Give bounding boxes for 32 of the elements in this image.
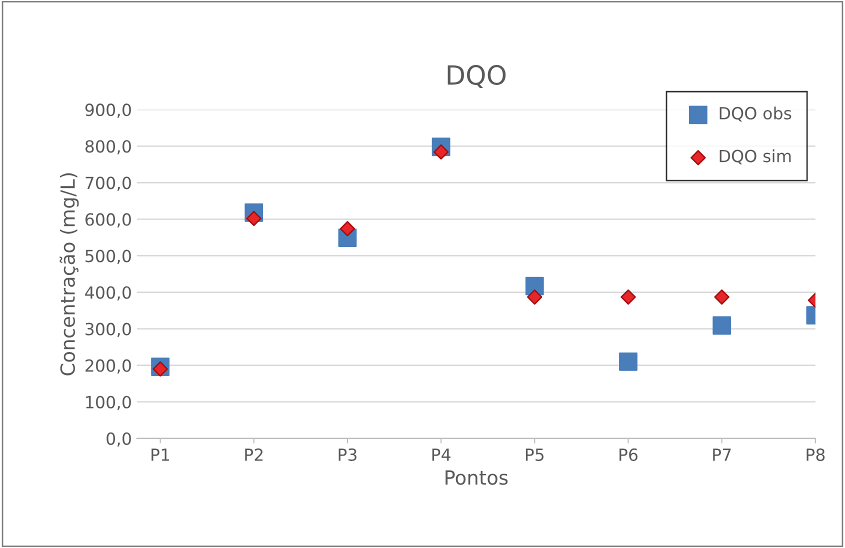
y-tick-label: 200,0 bbox=[86, 359, 131, 374]
y-tick-label: 900,0 bbox=[85, 104, 131, 118]
point bbox=[714, 289, 730, 305]
x-tick-label: P5 bbox=[526, 448, 544, 462]
point bbox=[619, 352, 638, 371]
y-tick-label: 800,0 bbox=[85, 140, 131, 154]
x-axis-title: Pontos bbox=[446, 470, 508, 485]
point bbox=[433, 144, 449, 160]
y-tick-label: 300,0 bbox=[86, 322, 131, 338]
legend-label: DQO sim bbox=[720, 149, 791, 164]
point bbox=[527, 289, 542, 305]
x-tick-label: P2 bbox=[245, 448, 263, 461]
point bbox=[712, 316, 732, 335]
y-axis-title: Concentração (mg/L) bbox=[60, 173, 79, 376]
point bbox=[620, 289, 636, 305]
point bbox=[246, 210, 262, 226]
chart-title: DQO bbox=[448, 65, 506, 88]
y-tick-label: 0,0 bbox=[106, 432, 131, 447]
x-tick-label: P8 bbox=[806, 448, 825, 462]
point bbox=[340, 221, 356, 236]
y-tick-label: 100,0 bbox=[86, 396, 131, 410]
y-tick-label: 700,0 bbox=[86, 176, 131, 191]
y-tick-label: 400,0 bbox=[85, 286, 131, 301]
point bbox=[152, 361, 168, 377]
y-tick-label: 500,0 bbox=[86, 250, 131, 264]
x-tick-label: P3 bbox=[338, 448, 356, 462]
x-tick-label: P4 bbox=[432, 448, 450, 461]
legend-label: DQO obs bbox=[720, 106, 792, 122]
x-tick-label: P7 bbox=[713, 448, 731, 461]
x-tick-label: P6 bbox=[620, 448, 638, 462]
x-tick-label: P1 bbox=[152, 448, 170, 461]
y-tick-label: 600,0 bbox=[85, 213, 131, 228]
